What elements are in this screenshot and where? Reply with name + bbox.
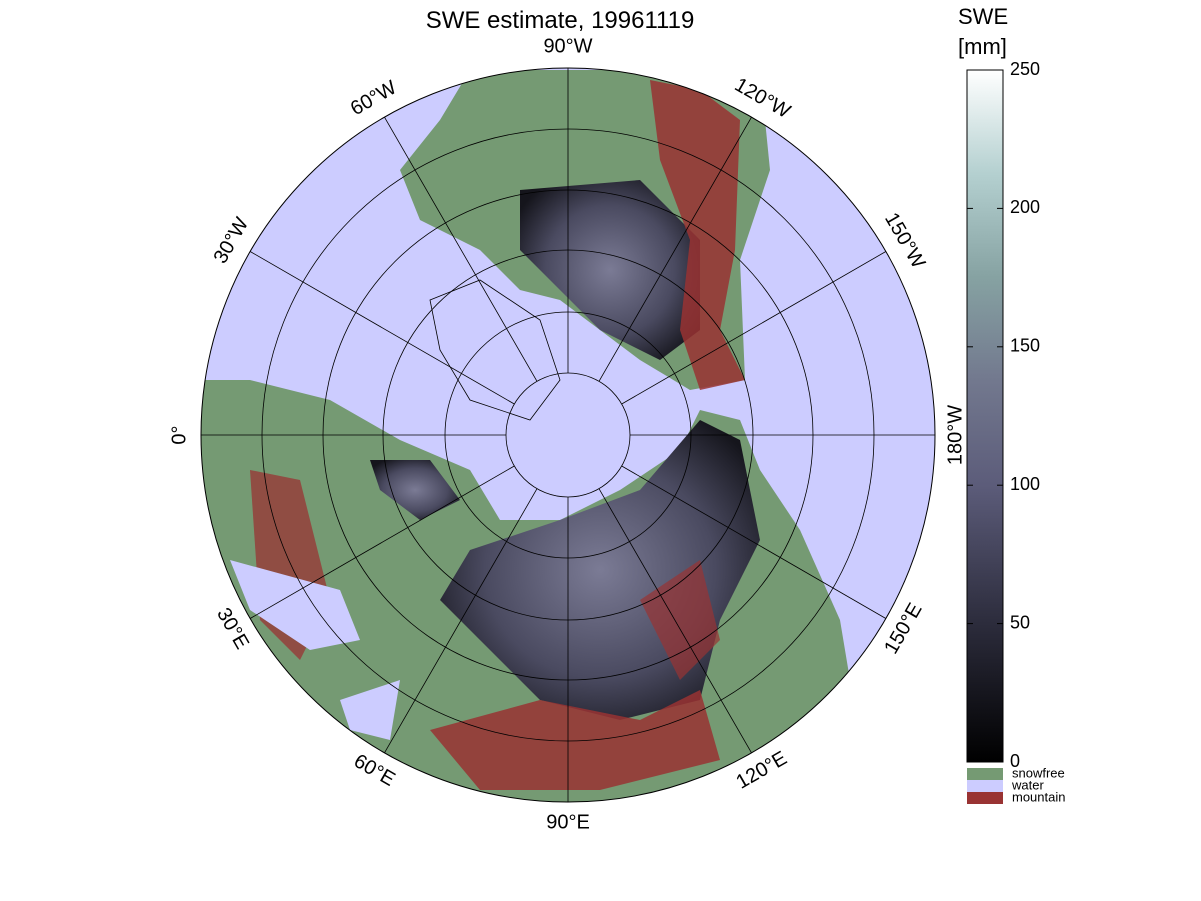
- longitude-label: 0°: [168, 425, 190, 444]
- meridian: [384, 488, 538, 754]
- meridian: [249, 251, 515, 405]
- mountain-area: [640, 560, 720, 680]
- colorbar-tick-label: 0: [1010, 751, 1020, 771]
- sea: [230, 560, 360, 650]
- legend-swatch: [967, 792, 1003, 804]
- longitude-label: 90°E: [546, 811, 590, 833]
- meridian: [249, 465, 515, 619]
- colorbar-tick-label: 100: [1010, 474, 1040, 494]
- meridian: [384, 116, 538, 382]
- longitude-label: 90°W: [543, 35, 592, 57]
- meridian: [598, 116, 752, 382]
- mountain-area: [430, 690, 720, 790]
- longitude-label: 180°W: [944, 405, 966, 465]
- legend-swatch: [967, 768, 1003, 780]
- mountain-area: [650, 80, 745, 390]
- greenland: [429, 279, 561, 421]
- sea: [340, 680, 400, 740]
- colorbar-tick-label: 50: [1010, 612, 1030, 632]
- snow-area: [520, 180, 700, 360]
- meridian: [621, 465, 887, 619]
- map-border: [200, 67, 936, 803]
- meridians: [201, 68, 935, 802]
- colorbar-tick-label: 150: [1010, 336, 1040, 356]
- colorbar-tick-label: 200: [1010, 197, 1040, 217]
- colorbar-tick-label: 250: [1010, 59, 1040, 79]
- legend-label: water: [1011, 777, 1044, 792]
- colorbar-axis: 0 50 100 150 200 250: [967, 59, 1040, 771]
- map: [201, 68, 935, 802]
- meridian: [621, 251, 887, 405]
- legend-swatch: [967, 780, 1003, 792]
- colorbar-label: [mm]: [958, 34, 1007, 59]
- meridian: [598, 488, 752, 754]
- legend-label: snowfree: [1012, 765, 1065, 780]
- colorbar: [966, 69, 1004, 763]
- map-title: SWE estimate, 19961119: [426, 7, 695, 34]
- snow-area: [370, 460, 460, 520]
- colorbar-label: SWE: [958, 4, 1008, 29]
- legend-label: mountain: [1012, 789, 1065, 804]
